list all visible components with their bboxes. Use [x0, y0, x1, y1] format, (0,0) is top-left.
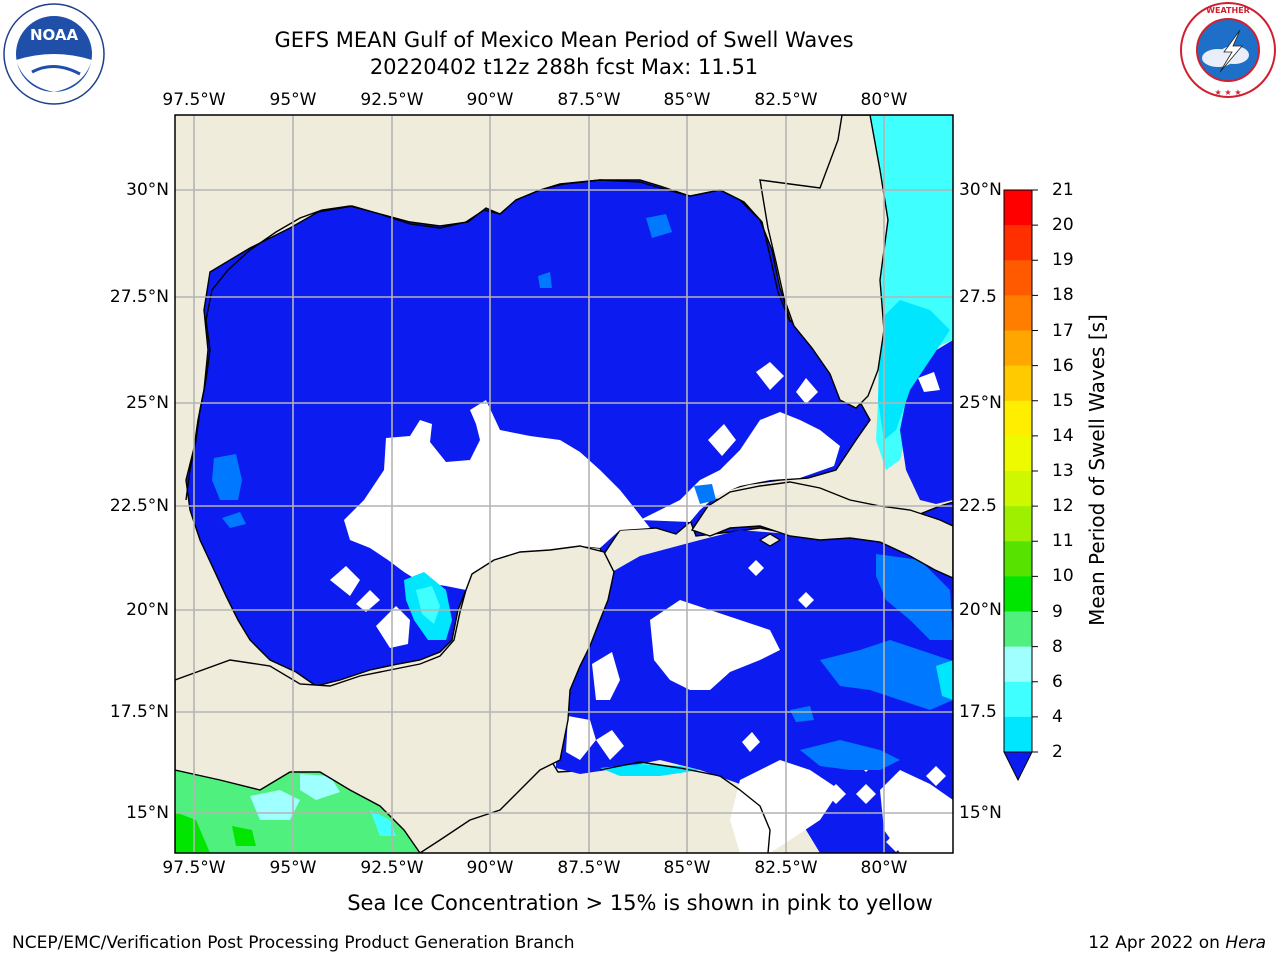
colorbar-tick-label: 4 — [1052, 706, 1063, 727]
colorbar-bin — [1004, 576, 1032, 612]
florida-coastline — [759, 115, 889, 409]
colorbar-bin — [1004, 471, 1032, 507]
colorbar-bin — [1004, 506, 1032, 542]
colorbar-tick-label: 15 — [1052, 390, 1074, 411]
lat-label-left: 15°N — [126, 803, 169, 823]
colorbar-bin — [1004, 400, 1032, 437]
colorbar-tick-label: 16 — [1052, 355, 1074, 376]
nws-logo: WEATHER ★ ★ ★ — [1178, 0, 1278, 100]
colorbar-tick-label: 20 — [1052, 215, 1074, 236]
lon-label-bottom: 87.5°W — [557, 858, 621, 878]
lon-label-top: 97.5°W — [162, 90, 226, 110]
colorbar-tick-label: 19 — [1052, 250, 1074, 271]
lon-label-bottom: 90°W — [466, 858, 514, 878]
lat-label-left: 17.5°N — [109, 702, 169, 722]
colorbar — [1003, 189, 1038, 782]
map-title: GEFS MEAN Gulf of Mexico Mean Period of … — [274, 28, 854, 52]
colorbar-bin — [1004, 716, 1032, 753]
lon-label-bottom: 92.5°W — [360, 858, 424, 878]
lat-label-left: 27.5°N — [109, 287, 169, 307]
colorbar-tick-label: 14 — [1052, 425, 1074, 446]
colorbar-bin — [1004, 435, 1032, 472]
period-2-4s-patches — [212, 214, 953, 770]
svg-text:WEATHER: WEATHER — [1206, 6, 1250, 15]
lon-label-top: 92.5°W — [360, 90, 424, 110]
lon-label-top: 87.5°W — [557, 90, 621, 110]
map-subtitle: 20220402 t12z 288h fcst Max: 11.51 — [369, 55, 759, 79]
lat-label-left: 22.5°N — [109, 496, 169, 516]
colorbar-bin — [1004, 646, 1032, 683]
yucatan-coastline — [175, 545, 615, 853]
lat-label-left: 20°N — [126, 600, 169, 620]
colorbar-bin — [1004, 541, 1032, 577]
lon-label-bottom: 80°W — [860, 858, 908, 878]
no-data-patches — [330, 362, 953, 853]
lat-label-left: 30°N — [126, 180, 169, 200]
colorbar-bin — [1004, 190, 1032, 226]
lon-label-bottom: 97.5°W — [162, 858, 226, 878]
colorbar-tick-label: 17 — [1052, 320, 1074, 341]
sea-ice-note: Sea Ice Concentration > 15% is shown in … — [347, 891, 933, 915]
noaa-logo: NOAA — [2, 2, 106, 106]
lon-label-top: 85°W — [663, 90, 711, 110]
colorbar-bin — [1004, 365, 1032, 402]
colorbar-bin — [1004, 260, 1032, 296]
map-graticule — [175, 115, 953, 853]
honduras-coast — [599, 761, 771, 853]
svg-text:★ ★ ★: ★ ★ ★ — [1214, 88, 1241, 97]
map-frame — [174, 114, 954, 854]
svg-text:NOAA: NOAA — [30, 26, 79, 44]
lat-label-right: 25°N — [959, 393, 1002, 413]
colorbar-tick-label: 11 — [1052, 531, 1074, 552]
lat-label-right: 15°N — [959, 803, 1002, 823]
colorbar-bin — [1004, 681, 1032, 718]
colorbar-bin — [1004, 330, 1032, 367]
lat-label-right: 27.5 — [959, 287, 997, 307]
lon-label-top: 82.5°W — [754, 90, 818, 110]
colorbar-bin — [1004, 295, 1032, 331]
lon-label-bottom: 95°W — [269, 858, 317, 878]
us-gulf-coastline — [185, 179, 791, 501]
period-6-8s-patches — [416, 586, 440, 624]
colorbar-tick-label: 8 — [1052, 636, 1063, 657]
lon-label-top: 95°W — [269, 90, 317, 110]
lon-label-top: 90°W — [466, 90, 514, 110]
colorbar-bin — [1004, 611, 1032, 648]
colorbar-tick-label: 13 — [1052, 461, 1074, 481]
colorbar-title: Mean Period of Swell Waves [s] — [1085, 314, 1109, 626]
colorbar-tick-label: 2 — [1052, 742, 1063, 762]
footer-date: 12 Apr 2022 on Hera — [1088, 933, 1266, 953]
colorbar-bin — [1004, 225, 1032, 261]
lon-label-top: 80°W — [860, 90, 908, 110]
footer-credit: NCEP/EMC/Verification Post Processing Pr… — [12, 933, 575, 953]
lon-label-bottom: 82.5°W — [754, 858, 818, 878]
lat-label-right: 17.5 — [959, 702, 997, 722]
atlantic-mid-field — [878, 300, 950, 440]
lon-label-bottom: 85°W — [663, 858, 711, 878]
colorbar-tick-label: 6 — [1052, 671, 1063, 692]
colorbar-tick-label: 18 — [1052, 285, 1074, 306]
lat-label-left: 25°N — [126, 393, 169, 413]
jamaica — [758, 533, 782, 547]
colorbar-tick-label: 10 — [1052, 566, 1074, 587]
colorbar-tick-label: 9 — [1052, 601, 1063, 622]
colorbar-extend-triangle — [1003, 751, 1033, 782]
colorbar-tick-label: 12 — [1052, 496, 1074, 517]
lat-label-right: 30°N — [959, 180, 1002, 200]
lat-label-right: 22.5 — [959, 496, 997, 516]
lat-label-right: 20°N — [959, 600, 1002, 620]
colorbar-tick-label: 21 — [1052, 180, 1074, 200]
